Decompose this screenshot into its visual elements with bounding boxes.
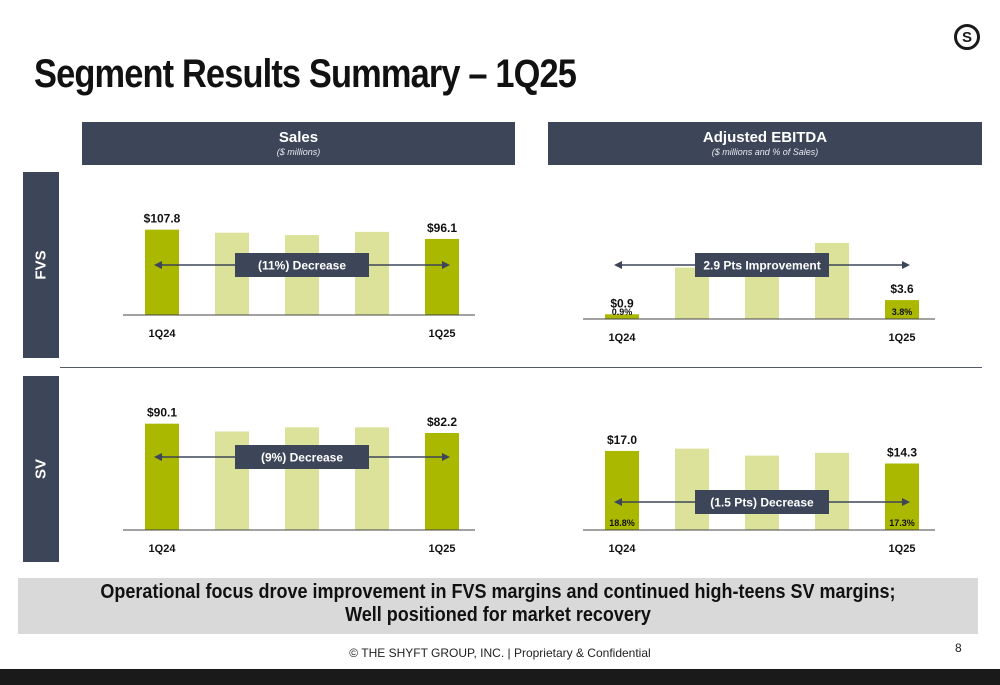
- fvs-sales-chart: $107.8 1Q24 $96.1 1Q25 (11%) Decrease: [123, 212, 475, 340]
- fvs-ebitda-category-label-4: 1Q25: [889, 332, 916, 344]
- page-number: 8: [955, 641, 962, 655]
- sv-ebitda-category-label-0: 1Q24: [609, 543, 637, 555]
- sv-ebitda-bar-4: [885, 463, 919, 530]
- sv-sales-arrow-right-head: [442, 453, 450, 461]
- fvs-ebitda-value-label-0: $0.9: [610, 296, 634, 310]
- fvs-sales-arrow-right-head: [442, 261, 450, 269]
- sv-row-label: SV: [32, 458, 50, 480]
- sv-sales-bar-4: [425, 433, 459, 530]
- sv-ebitda-value-label-0: $17.0: [607, 433, 637, 447]
- page-title: Segment Results Summary – 1Q25: [34, 52, 577, 96]
- fvs-ebitda-callout-box: [695, 253, 829, 277]
- sv-sales-bar-0: [145, 423, 179, 530]
- ebitda-header-title: Adjusted EBITDA: [702, 129, 828, 146]
- sv-ebitda-bar-1: [675, 448, 709, 530]
- sv-ebitda-bar-0: [605, 450, 639, 530]
- sv-ebitda-callout-box: [695, 490, 829, 514]
- fvs-sales-value-label-0: $107.8: [144, 212, 181, 226]
- fvs-ebitda-pct-label-0: 0.9%: [612, 307, 633, 317]
- footer-text: © THE SHYFT GROUP, INC. | Proprietary & …: [349, 646, 651, 660]
- sv-sales-arrow-left-head: [154, 453, 162, 461]
- sv-sales-value-label-4: $82.2: [427, 415, 457, 429]
- row-divider: [60, 367, 982, 368]
- sv-sales-bar-3: [355, 427, 389, 530]
- sv-ebitda-arrow-right-head: [902, 498, 910, 506]
- fvs-sales-category-label-0: 1Q24: [149, 328, 177, 340]
- fvs-ebitda-bar-0: [605, 314, 639, 319]
- sv-sales-category-label-0: 1Q24: [149, 543, 177, 555]
- sv-sales-bar-2: [285, 427, 319, 530]
- ebitda-header-subtitle: ($ millions and % of Sales): [711, 147, 819, 157]
- sv-ebitda-pct-label-4: 17.3%: [889, 518, 915, 528]
- sv-sales-value-label-0: $90.1: [147, 406, 177, 420]
- ebitda-column-header: Adjusted EBITDA ($ millions and % of Sal…: [548, 122, 982, 165]
- company-logo-icon: S: [954, 24, 980, 50]
- fvs-row-label: FVS: [32, 250, 50, 280]
- sv-sales-category-label-4: 1Q25: [429, 543, 456, 555]
- fvs-ebitda-category-label-0: 1Q24: [609, 332, 637, 344]
- fvs-ebitda-callout-text: 2.9 Pts Improvement: [703, 259, 820, 273]
- sv-ebitda-value-label-4: $14.3: [887, 446, 917, 460]
- sales-column-header: Sales ($ millions): [82, 122, 515, 165]
- fvs-ebitda-arrow-left-head: [614, 261, 622, 269]
- fvs-sales-callout-text: (11%) Decrease: [258, 259, 346, 273]
- sv-ebitda-callout-text: (1.5 Pts) Decrease: [710, 496, 814, 510]
- fvs-sales-callout-box: [235, 253, 369, 277]
- sales-header-title: Sales: [278, 129, 319, 146]
- sv-ebitda-category-label-4: 1Q25: [889, 543, 916, 555]
- banner-line-2: Well positioned for market recovery: [345, 604, 651, 626]
- fvs-sales-bar-0: [145, 229, 179, 315]
- fvs-ebitda-value-label-4: $3.6: [890, 282, 914, 296]
- bottom-bar: [0, 669, 1000, 685]
- fvs-sales-arrow-left-head: [154, 261, 162, 269]
- fvs-ebitda-pct-label-4: 3.8%: [892, 307, 913, 317]
- sv-sales-callout-text: (9%) Decrease: [261, 451, 343, 465]
- sv-ebitda-pct-label-0: 18.8%: [609, 518, 635, 528]
- fvs-sales-bar-4: [425, 238, 459, 315]
- banner-line-1: Operational focus drove improvement in F…: [100, 581, 896, 603]
- fvs-ebitda-bar-4: [885, 300, 919, 319]
- summary-banner: Operational focus drove improvement in F…: [18, 578, 978, 634]
- sv-row-header: SV: [23, 376, 59, 562]
- fvs-row-header: FVS: [23, 172, 59, 358]
- logo-letter: S: [961, 28, 972, 46]
- fvs-ebitda-chart: $0.90.9% 1Q24 $3.6 3.8% 1Q25 2.9 Pts Improvem…: [583, 242, 935, 344]
- fvs-ebitda-arrow-right-head: [902, 261, 910, 269]
- sv-ebitda-chart: $17.0 18.8% 1Q24 $14.3 17.3% 1Q25 (1.5 Pts) De…: [583, 433, 935, 555]
- sv-ebitda-arrow-left-head: [614, 498, 622, 506]
- sv-sales-callout-box: [235, 445, 369, 469]
- sv-sales-chart: $90.1 1Q24 $82.2 1Q25 (9%) Decrease: [123, 406, 475, 555]
- sales-header-subtitle: ($ millions): [276, 147, 321, 157]
- fvs-sales-value-label-4: $96.1: [427, 221, 457, 235]
- fvs-sales-category-label-4: 1Q25: [429, 328, 456, 340]
